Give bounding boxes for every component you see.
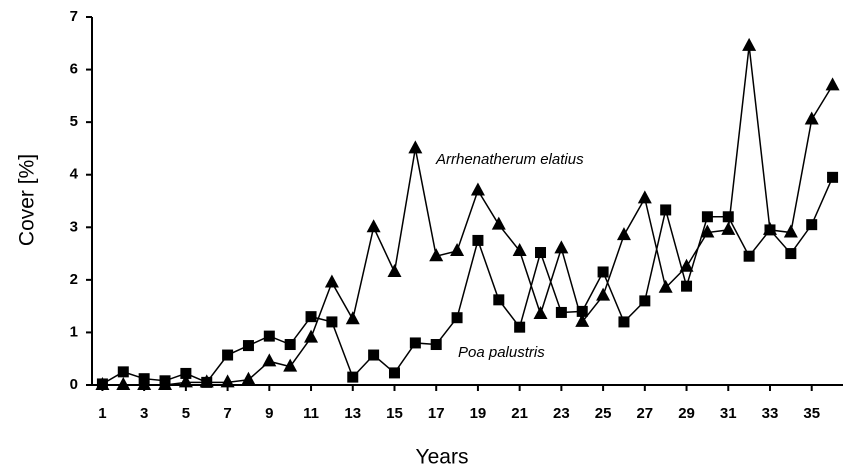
square-marker	[263, 330, 275, 342]
y-tick-label: 3	[70, 218, 78, 235]
square-marker	[827, 171, 839, 183]
x-tick-label: 9	[265, 405, 273, 422]
triangle-marker	[220, 374, 235, 388]
square-marker	[493, 294, 505, 306]
x-tick-label: 21	[511, 405, 528, 422]
triangle-marker	[596, 287, 611, 301]
square-marker	[368, 349, 380, 361]
y-tick-label: 6	[70, 61, 78, 78]
triangle-marker	[178, 374, 193, 388]
triangle-marker	[366, 219, 381, 233]
x-tick-label: 31	[720, 405, 737, 422]
square-marker	[472, 234, 484, 246]
triangle-marker	[721, 221, 736, 235]
triangle-marker	[241, 371, 256, 385]
triangle-marker	[554, 240, 569, 254]
x-tick-label: 13	[344, 405, 361, 422]
triangle-marker	[470, 182, 485, 196]
square-marker	[555, 306, 567, 318]
y-tick-label: 2	[70, 271, 78, 288]
triangle-marker	[450, 242, 465, 256]
triangle-marker	[533, 306, 548, 320]
square-marker	[618, 316, 630, 328]
triangle-marker	[679, 258, 694, 272]
x-tick-label: 35	[803, 405, 820, 422]
triangle-marker	[742, 37, 757, 51]
triangle-marker	[637, 190, 652, 204]
x-tick-label: 1	[98, 405, 106, 422]
triangle-marker	[116, 377, 131, 390]
y-tick-label: 4	[70, 166, 79, 183]
y-tick-label: 7	[70, 8, 78, 25]
square-marker	[284, 339, 296, 351]
series-label: Arrhenatherum elatius	[435, 151, 584, 168]
triangle-marker	[658, 279, 673, 293]
x-tick-label: 11	[303, 405, 319, 422]
square-marker	[660, 204, 672, 216]
x-tick-label: 3	[140, 405, 148, 422]
triangle-marker	[825, 77, 840, 91]
y-tick-label: 5	[70, 113, 78, 130]
square-marker	[326, 316, 338, 328]
square-marker	[701, 211, 713, 223]
triangle-marker	[304, 329, 319, 343]
x-axis-label: Years	[416, 446, 469, 469]
y-axis-label: Cover [%]	[16, 154, 39, 246]
x-tick-label: 23	[553, 405, 570, 422]
x-tick-label: 15	[386, 405, 403, 422]
square-marker	[722, 211, 734, 223]
square-marker	[639, 295, 651, 307]
square-marker	[451, 312, 463, 324]
square-marker	[409, 337, 421, 349]
y-tick-label: 1	[70, 323, 78, 340]
triangle-marker	[324, 274, 339, 288]
triangle-marker	[345, 311, 360, 325]
square-marker	[597, 266, 609, 278]
square-marker	[388, 367, 400, 379]
triangle-marker	[575, 313, 590, 327]
x-tick-label: 25	[595, 405, 612, 422]
square-marker	[96, 378, 108, 390]
triangle-marker	[783, 224, 798, 238]
square-marker	[159, 375, 171, 387]
square-marker	[576, 305, 588, 317]
square-marker	[514, 321, 526, 333]
square-marker	[242, 340, 254, 352]
square-marker	[222, 349, 234, 361]
triangle-marker	[283, 358, 298, 372]
series-label: Poa palustris	[458, 344, 545, 361]
x-tick-label: 19	[470, 405, 487, 422]
square-marker	[430, 339, 442, 351]
square-marker	[305, 311, 317, 323]
square-marker	[535, 247, 547, 259]
square-marker	[806, 219, 818, 231]
x-tick-label: 7	[223, 405, 231, 422]
triangle-marker	[408, 140, 423, 154]
x-tick-label: 5	[182, 405, 190, 422]
square-marker	[785, 248, 797, 260]
y-tick-label: 0	[70, 376, 78, 393]
triangle-marker	[512, 242, 527, 256]
square-marker	[138, 373, 150, 385]
square-marker	[180, 367, 192, 379]
triangle-marker	[616, 227, 631, 241]
square-marker	[743, 250, 755, 262]
square-marker	[347, 371, 359, 383]
triangle-marker	[262, 353, 277, 367]
triangle-marker	[429, 248, 444, 262]
square-marker	[117, 366, 129, 378]
square-marker	[201, 376, 213, 388]
square-marker	[681, 280, 693, 292]
x-tick-label: 27	[636, 405, 653, 422]
triangle-marker	[700, 224, 715, 238]
x-tick-label: 29	[678, 405, 695, 422]
x-tick-label: 33	[762, 405, 779, 422]
triangle-marker	[804, 111, 819, 125]
triangle-marker	[491, 216, 506, 230]
triangle-marker	[387, 263, 402, 277]
x-tick-label: 17	[428, 405, 445, 422]
square-marker	[764, 224, 776, 236]
